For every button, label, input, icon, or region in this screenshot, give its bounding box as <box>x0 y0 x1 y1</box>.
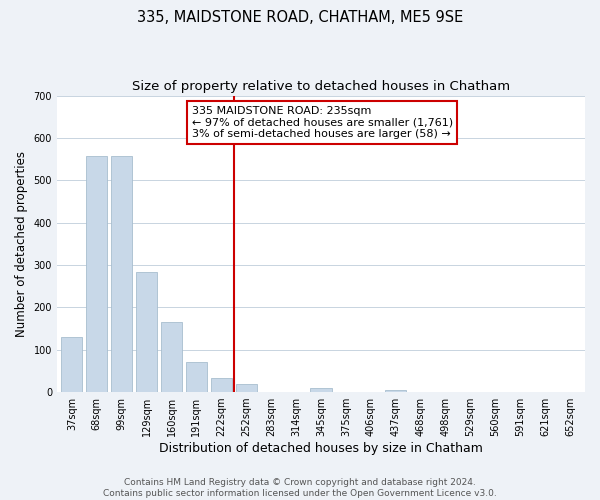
Text: 335, MAIDSTONE ROAD, CHATHAM, ME5 9SE: 335, MAIDSTONE ROAD, CHATHAM, ME5 9SE <box>137 10 463 25</box>
Text: Contains HM Land Registry data © Crown copyright and database right 2024.
Contai: Contains HM Land Registry data © Crown c… <box>103 478 497 498</box>
Bar <box>211 378 232 392</box>
Bar <box>61 337 82 392</box>
Bar <box>236 384 257 392</box>
Text: 335 MAIDSTONE ROAD: 235sqm
← 97% of detached houses are smaller (1,761)
3% of se: 335 MAIDSTONE ROAD: 235sqm ← 97% of deta… <box>191 106 453 139</box>
Title: Size of property relative to detached houses in Chatham: Size of property relative to detached ho… <box>132 80 510 93</box>
Bar <box>310 388 332 392</box>
Bar <box>86 156 107 392</box>
Bar <box>385 390 406 392</box>
Bar <box>161 322 182 392</box>
Bar <box>186 362 207 392</box>
Bar <box>111 156 132 392</box>
Bar <box>136 272 157 392</box>
X-axis label: Distribution of detached houses by size in Chatham: Distribution of detached houses by size … <box>159 442 483 455</box>
Y-axis label: Number of detached properties: Number of detached properties <box>15 151 28 337</box>
